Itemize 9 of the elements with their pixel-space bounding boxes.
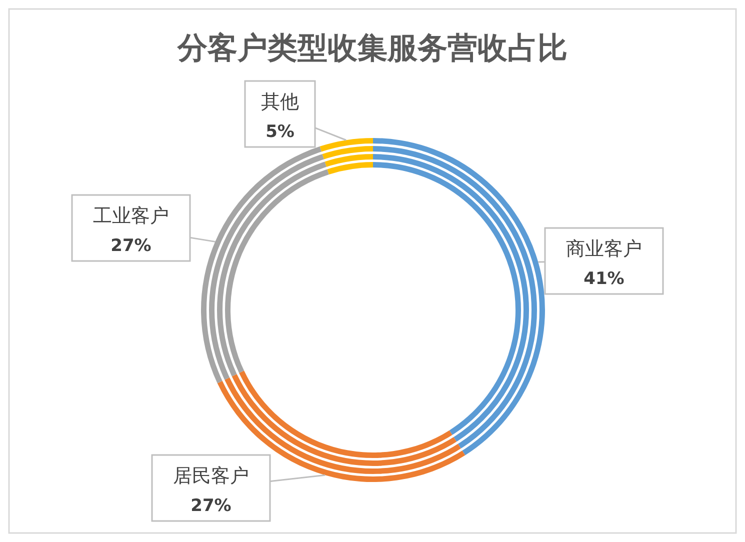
chart-title: 分客户类型收集服务营收占比 (176, 31, 568, 66)
slice-label: 其他 (261, 91, 299, 113)
data-label: 27% (190, 496, 232, 516)
data-label: 27% (110, 236, 152, 256)
slice-label: 商业客户 (566, 238, 642, 260)
slice-label: 居民客户 (173, 465, 249, 487)
data-label: 41% (584, 269, 624, 289)
slice-label: 工业客户 (93, 205, 169, 227)
data-label: 5% (266, 122, 294, 142)
